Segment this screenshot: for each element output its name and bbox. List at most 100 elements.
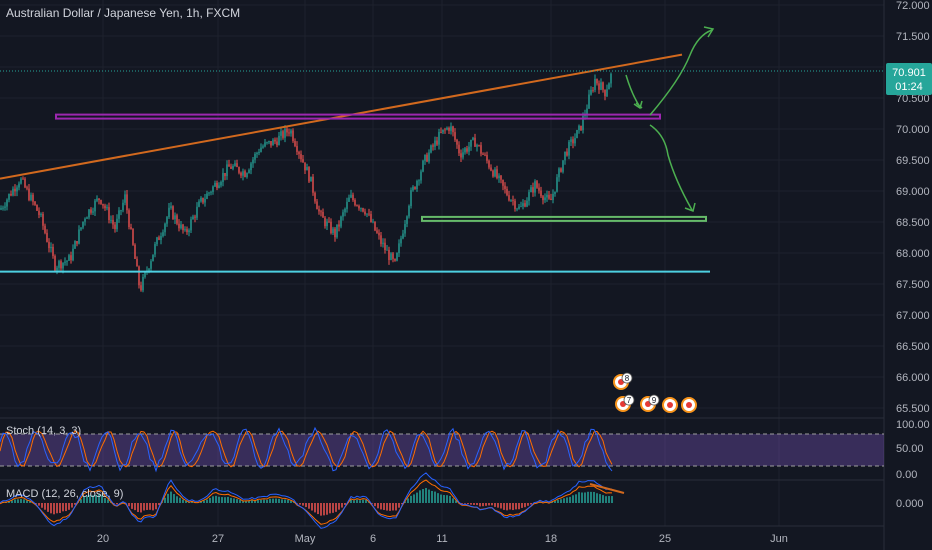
candle-body bbox=[242, 171, 244, 176]
candle-body bbox=[142, 276, 144, 291]
candle-body bbox=[220, 181, 222, 186]
candle-body bbox=[470, 139, 472, 147]
candle-body bbox=[504, 185, 506, 189]
event-markers[interactable]: 8 7 9 bbox=[613, 372, 697, 413]
candle-body bbox=[348, 197, 350, 202]
candle-body bbox=[532, 187, 534, 193]
candle-body bbox=[536, 181, 538, 188]
candle-body bbox=[306, 167, 308, 171]
candle-body bbox=[100, 200, 102, 204]
candle-body bbox=[92, 211, 94, 213]
candle-body bbox=[472, 137, 474, 140]
candle-body bbox=[332, 228, 334, 234]
candle-body bbox=[32, 194, 34, 202]
event-marker[interactable]: 8 bbox=[613, 372, 633, 390]
candle-body bbox=[256, 152, 258, 154]
event-marker[interactable] bbox=[662, 397, 678, 413]
candle-body bbox=[310, 176, 312, 182]
candle-body bbox=[314, 192, 316, 202]
candle-body bbox=[178, 223, 180, 229]
event-marker[interactable]: 9 bbox=[640, 394, 660, 412]
candle-body bbox=[350, 194, 352, 198]
candle-body bbox=[458, 144, 460, 154]
candle-body bbox=[292, 130, 294, 141]
candle-body bbox=[274, 139, 276, 142]
candle-body bbox=[356, 205, 358, 207]
candle-body bbox=[164, 223, 166, 233]
candle-body bbox=[554, 191, 556, 194]
candle-body bbox=[416, 180, 418, 190]
candle-body bbox=[260, 147, 262, 152]
candle-body bbox=[394, 258, 396, 261]
price-axis-tick: 67.000 bbox=[896, 310, 930, 322]
event-count-label: 9 bbox=[652, 396, 657, 405]
candle-body bbox=[400, 238, 402, 244]
price-axis-tick: 67.500 bbox=[896, 279, 930, 291]
candle-body bbox=[246, 173, 248, 177]
candle-body bbox=[516, 208, 518, 210]
candle-body bbox=[286, 128, 288, 133]
price-axis[interactable]: 72.00071.50071.00070.50070.00069.50069.0… bbox=[896, 0, 930, 510]
projection-arrow-breakout[interactable] bbox=[649, 29, 713, 116]
candle-body bbox=[290, 130, 292, 134]
candle-body bbox=[40, 214, 42, 215]
candle-body bbox=[278, 135, 280, 146]
candle-body bbox=[156, 237, 158, 245]
candle-body bbox=[402, 233, 404, 239]
candle-body bbox=[552, 193, 554, 200]
candle-body bbox=[404, 224, 406, 234]
candle-body bbox=[224, 172, 226, 177]
candle-body bbox=[514, 200, 516, 209]
candle-body bbox=[284, 128, 286, 138]
price-axis-tick: 68.500 bbox=[896, 217, 930, 229]
candle-body bbox=[330, 221, 332, 234]
candle-body bbox=[158, 237, 160, 240]
candle-body bbox=[398, 243, 400, 253]
stoch-axis-tick: 0.00 bbox=[896, 469, 917, 481]
candle-body bbox=[302, 159, 304, 163]
candle-body bbox=[66, 260, 68, 262]
candle-body bbox=[202, 197, 204, 203]
rising-trendline[interactable] bbox=[0, 53, 683, 180]
candle-body bbox=[490, 167, 492, 171]
candle-body bbox=[582, 116, 584, 131]
candle-body bbox=[334, 228, 336, 238]
candle-body bbox=[328, 221, 330, 223]
candle-body bbox=[94, 200, 96, 212]
candle-body bbox=[78, 229, 80, 244]
candle-body bbox=[454, 132, 456, 140]
candle-body bbox=[522, 203, 524, 207]
bar-countdown: 01:24 bbox=[895, 81, 923, 93]
support-zone-upper[interactable] bbox=[421, 215, 707, 222]
candle-body bbox=[76, 241, 78, 244]
candle-body bbox=[4, 206, 6, 208]
candle-body bbox=[500, 175, 502, 180]
candle-body bbox=[362, 208, 364, 212]
time-axis-tick: 18 bbox=[545, 533, 557, 545]
candle-body bbox=[84, 218, 86, 222]
candle-body bbox=[434, 140, 436, 147]
candle-body bbox=[26, 187, 28, 189]
stoch-k-line bbox=[0, 426, 613, 473]
candle-body bbox=[232, 165, 234, 169]
macd-divergence-line[interactable] bbox=[589, 483, 625, 494]
candle-body bbox=[336, 224, 338, 238]
time-axis-tick: 6 bbox=[370, 533, 376, 545]
projection-arrow-breakdown[interactable] bbox=[649, 124, 693, 211]
candle-body bbox=[28, 188, 30, 201]
candle-body bbox=[212, 186, 214, 192]
candle-body bbox=[390, 253, 392, 260]
grid-lines bbox=[0, 0, 884, 526]
candle-body bbox=[484, 154, 486, 156]
event-marker[interactable]: 7 bbox=[615, 394, 635, 412]
candle-body bbox=[120, 210, 122, 212]
candle-body bbox=[136, 258, 138, 267]
time-axis-tick: Jun bbox=[770, 533, 788, 545]
candle-body bbox=[506, 188, 508, 196]
candle-body bbox=[456, 139, 458, 145]
candle-body bbox=[530, 187, 532, 193]
resistance-zone[interactable] bbox=[55, 113, 661, 120]
time-axis[interactable]: 20 27 May 6 11 18 25 Jun bbox=[97, 533, 788, 545]
event-marker[interactable] bbox=[681, 397, 697, 413]
